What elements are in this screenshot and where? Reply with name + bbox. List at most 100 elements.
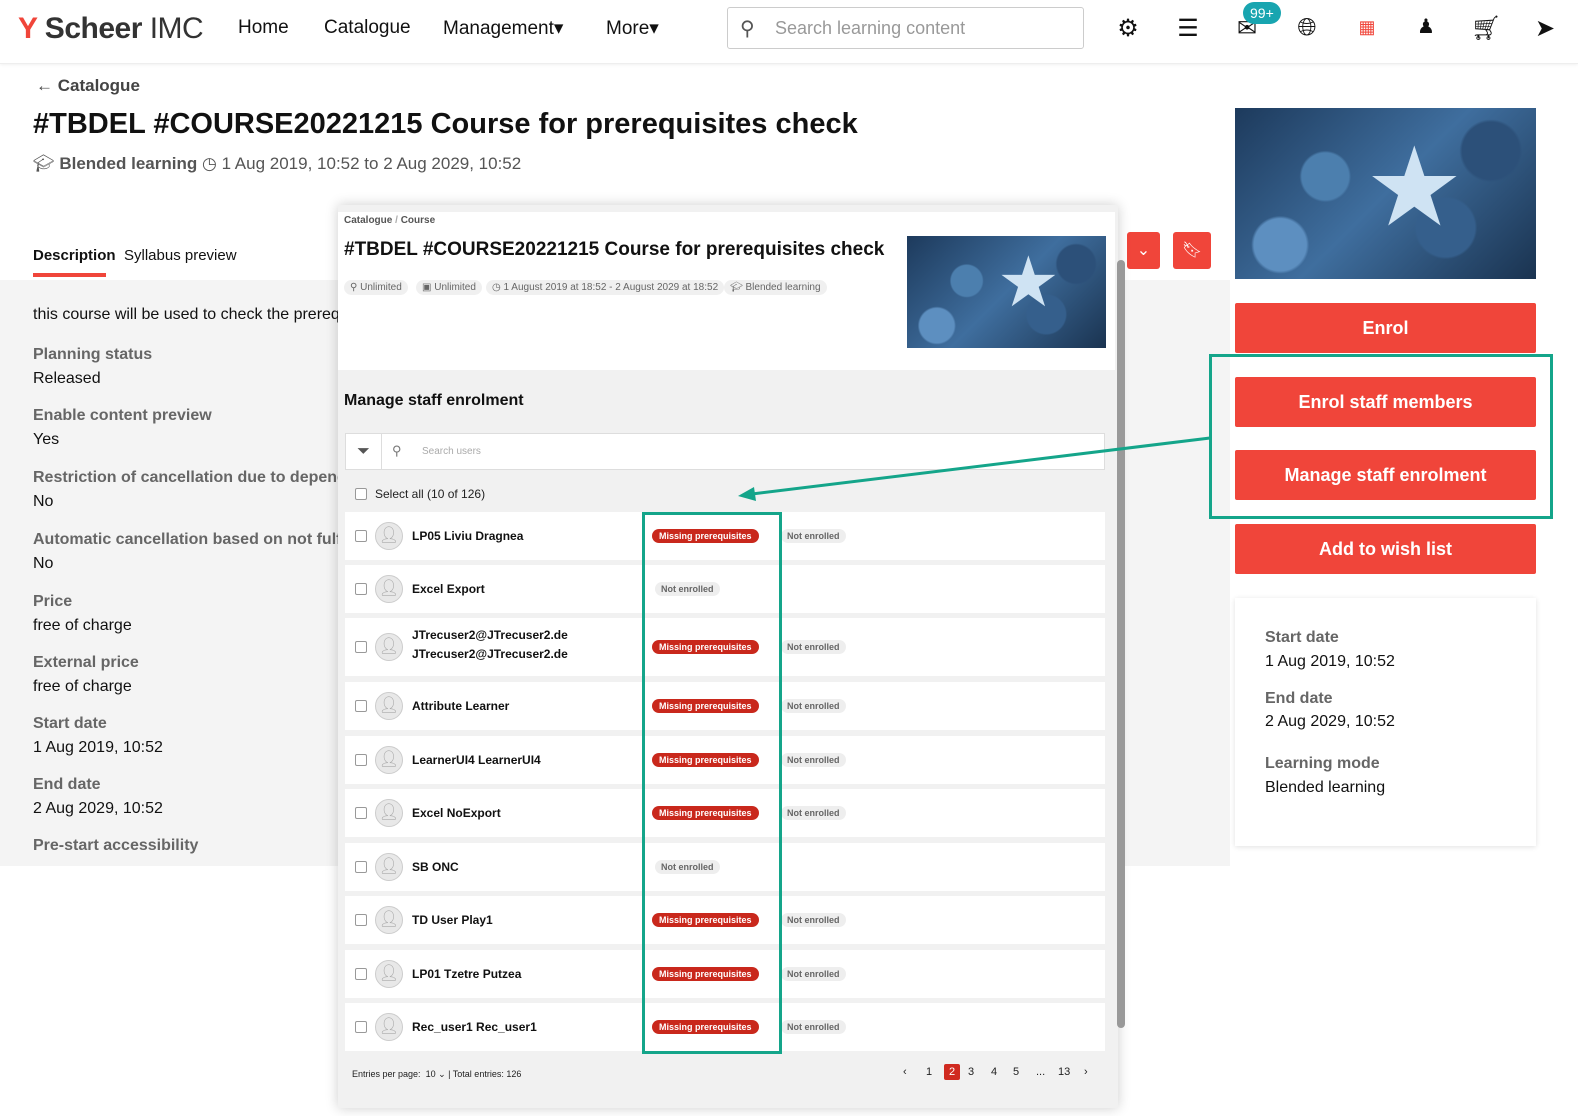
next-page-button[interactable]: › xyxy=(1084,1066,1088,1078)
breadcrumb: Catalogue / Course xyxy=(344,215,436,226)
user-avatar: 👤︎ xyxy=(375,1013,403,1041)
row-checkbox[interactable] xyxy=(355,700,367,712)
search-placeholder: Search learning content xyxy=(775,18,966,38)
page-0[interactable]: 1 xyxy=(926,1066,933,1078)
select-all-label: Select all (10 of 126) xyxy=(375,487,486,501)
page-2[interactable]: 3 xyxy=(968,1066,975,1078)
user-avatar: 👤︎ xyxy=(375,692,403,720)
select-all-checkbox[interactable] xyxy=(355,488,367,500)
not-enrolled-badge: Not enrolled xyxy=(781,1020,846,1034)
active-tab-indicator xyxy=(33,273,106,277)
search-users-input[interactable]: Search users xyxy=(422,446,481,457)
row-checkbox[interactable] xyxy=(355,583,367,595)
user-avatar: 👤︎ xyxy=(375,853,403,881)
course-image: ★ xyxy=(1235,108,1536,279)
page-1[interactable]: 2 xyxy=(944,1064,961,1080)
bookmark-button[interactable]: 🔖︎ xyxy=(1173,232,1211,269)
search-icon: ⚲ xyxy=(392,443,402,458)
not-enrolled-badge: Not enrolled xyxy=(781,967,846,981)
end-date-value: 2 Aug 2029, 10:52 xyxy=(1265,713,1395,730)
course-info-card: Start date 1 Aug 2019, 10:52 End date 2 … xyxy=(1235,598,1536,846)
chip-dates: ◷ 1 August 2019 at 18:52 - 2 August 2029… xyxy=(486,280,725,295)
chip-learning-mode: 🎓︎ Blended learning xyxy=(724,280,827,295)
not-enrolled-badge: Not enrolled xyxy=(781,640,846,654)
table-row: 👤︎ Attribute Learner Missing prerequisit… xyxy=(345,682,1105,730)
page-3[interactable]: 4 xyxy=(991,1066,998,1078)
logo[interactable]: Y Scheer IMC xyxy=(18,12,204,45)
learning-mode: 🎓︎ Blended learning xyxy=(33,154,198,173)
missing-prerequisites-badge: Missing prerequisites xyxy=(652,640,759,654)
nav-catalogue[interactable]: Catalogue xyxy=(324,17,411,38)
field-label: End date xyxy=(33,776,101,793)
field-label: Planning status xyxy=(33,346,153,363)
row-checkbox[interactable] xyxy=(355,1021,367,1033)
field-value: free of charge xyxy=(33,678,132,695)
row-checkbox[interactable] xyxy=(355,754,367,766)
avatar[interactable]: ♟ xyxy=(1417,16,1435,38)
chip-participants: ⚲ Unlimited xyxy=(344,280,408,295)
breadcrumb-course[interactable]: Course xyxy=(400,215,436,226)
missing-prerequisites-badge: Missing prerequisites xyxy=(652,1020,759,1034)
nav-management[interactable]: Management▾ xyxy=(443,18,564,39)
apps-grid-icon[interactable]: ▦ xyxy=(1358,17,1376,37)
back-link[interactable]: ← Catalogue xyxy=(36,76,140,95)
modal-scrollbar[interactable] xyxy=(1117,260,1125,1028)
field-value: No xyxy=(33,555,54,572)
row-checkbox[interactable] xyxy=(355,641,367,653)
user-avatar: 👤︎ xyxy=(375,960,403,988)
annotation-highlight-status xyxy=(642,512,782,1054)
user-name: SB ONC xyxy=(412,860,459,874)
user-name: JTrecuser2@JTrecuser2.de JTrecuser2@JTre… xyxy=(412,628,568,661)
enrol-button[interactable]: Enrol xyxy=(1235,303,1536,353)
row-checkbox[interactable] xyxy=(355,861,367,873)
field-value: 1 Aug 2019, 10:52 xyxy=(33,739,163,756)
user-name: TD User Play1 xyxy=(412,913,493,927)
search-input[interactable]: ⚲ Search learning content xyxy=(727,7,1084,49)
row-checkbox[interactable] xyxy=(355,968,367,980)
tab-description[interactable]: Description xyxy=(33,247,116,264)
search-icon: ⚲ xyxy=(740,18,755,40)
dropdown-button[interactable]: ⌄ xyxy=(1127,232,1160,269)
user-avatar: 👤︎ xyxy=(375,522,403,550)
add-to-wish-list-button[interactable]: Add to wish list xyxy=(1235,524,1536,574)
start-date-label: Start date xyxy=(1265,629,1339,646)
page-4[interactable]: 5 xyxy=(1013,1066,1020,1078)
user-avatar: 👤︎ xyxy=(375,633,403,661)
row-checkbox[interactable] xyxy=(355,807,367,819)
not-enrolled-badge: Not enrolled xyxy=(781,753,846,767)
user-name: Rec_user1 Rec_user1 xyxy=(412,1020,537,1034)
row-checkbox[interactable] xyxy=(355,914,367,926)
table-row: 👤︎ Excel Export Not enrolled xyxy=(345,565,1105,613)
cart-icon[interactable]: 🛒︎ xyxy=(1471,15,1502,42)
prev-page-button[interactable]: ‹ xyxy=(903,1066,907,1078)
entries-per-page: Entries per page: 10 ⌄ | Total entries: … xyxy=(352,1069,522,1079)
gear-icon[interactable]: ⚙ xyxy=(1117,15,1139,42)
top-nav: Y Scheer IMC Home Catalogue Management▾ … xyxy=(0,0,1578,64)
field-label: Restriction of cancellation due to depen… xyxy=(33,469,362,486)
filter-icon[interactable]: ⏷ xyxy=(346,434,382,469)
not-enrolled-badge: Not enrolled xyxy=(781,699,846,713)
row-checkbox[interactable] xyxy=(355,530,367,542)
page-6[interactable]: 13 xyxy=(1058,1066,1071,1078)
manage-staff-enrolment-button[interactable]: Manage staff enrolment xyxy=(1235,450,1536,500)
enrol-staff-members-button[interactable]: Enrol staff members xyxy=(1235,377,1536,427)
list-search-icon[interactable]: ☰ xyxy=(1177,15,1199,42)
page-5[interactable]: ... xyxy=(1036,1066,1046,1078)
send-icon[interactable]: ➤ xyxy=(1534,15,1556,42)
globe-icon[interactable]: 🌐︎ xyxy=(1297,14,1317,41)
field-label: Start date xyxy=(33,715,107,732)
table-row: 👤︎ LearnerUI4 LearnerUI4 Missing prerequ… xyxy=(345,736,1105,784)
end-date-label: End date xyxy=(1265,690,1333,707)
user-avatar: 👤︎ xyxy=(375,906,403,934)
breadcrumb-catalogue[interactable]: Catalogue xyxy=(344,215,393,226)
tab-syllabus-preview[interactable]: Syllabus preview xyxy=(124,247,237,264)
user-avatar: 👤︎ xyxy=(375,575,403,603)
notification-badge: 99+ xyxy=(1243,2,1281,24)
entries-select[interactable]: 10 xyxy=(425,1069,436,1079)
missing-prerequisites-badge: Missing prerequisites xyxy=(652,753,759,767)
table-row: 👤︎ TD User Play1 Missing prerequisites No… xyxy=(345,896,1105,944)
nav-home[interactable]: Home xyxy=(238,17,289,38)
nav-more[interactable]: More▾ xyxy=(606,18,659,39)
table-row: 👤︎ JTrecuser2@JTrecuser2.de JTrecuser2@J… xyxy=(345,618,1105,676)
start-date-value: 1 Aug 2019, 10:52 xyxy=(1265,653,1395,670)
